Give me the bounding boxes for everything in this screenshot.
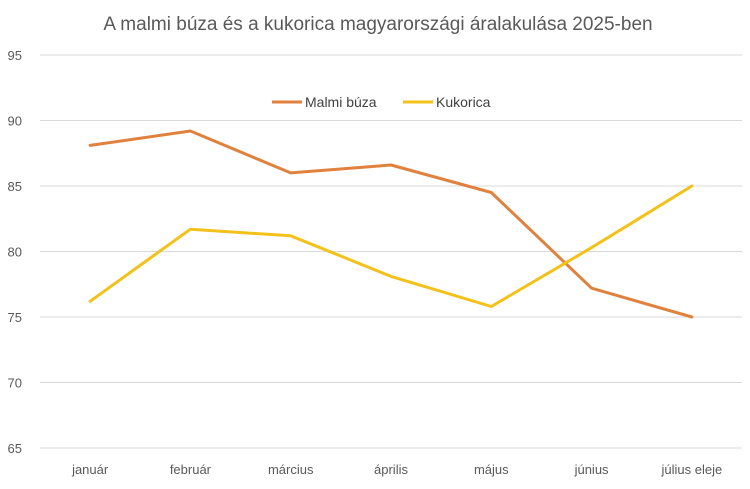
x-tick-label: március — [268, 462, 314, 477]
x-axis-tick-labels: január február március április május június jú… — [71, 462, 722, 477]
legend-label-0: Malmi búza — [305, 94, 377, 110]
legend-label-1: Kukorica — [436, 94, 491, 110]
y-tick-label: 95 — [8, 48, 22, 63]
x-tick-label: január — [71, 462, 109, 477]
y-tick-label: 70 — [8, 376, 22, 391]
gridlines — [40, 54, 742, 449]
y-tick-label: 65 — [8, 441, 22, 456]
legend: Malmi búza Kukorica — [272, 94, 491, 110]
x-tick-label: február — [170, 462, 212, 477]
series-line-0 — [88, 129, 694, 319]
series-line-1 — [88, 184, 694, 308]
y-tick-label: 75 — [8, 310, 22, 325]
y-tick-label: 90 — [8, 114, 22, 129]
x-tick-label: július eleje — [661, 462, 723, 477]
x-tick-label: június — [574, 462, 609, 477]
series-lines — [88, 129, 694, 319]
y-axis-tick-labels: 65 70 75 80 85 90 95 — [8, 48, 22, 456]
y-tick-label: 80 — [8, 245, 22, 260]
y-tick-label: 85 — [8, 179, 22, 194]
x-tick-label: május — [474, 462, 509, 477]
x-tick-label: április — [374, 462, 408, 477]
chart-title: A malmi búza és a kukorica magyarországi… — [103, 14, 652, 35]
